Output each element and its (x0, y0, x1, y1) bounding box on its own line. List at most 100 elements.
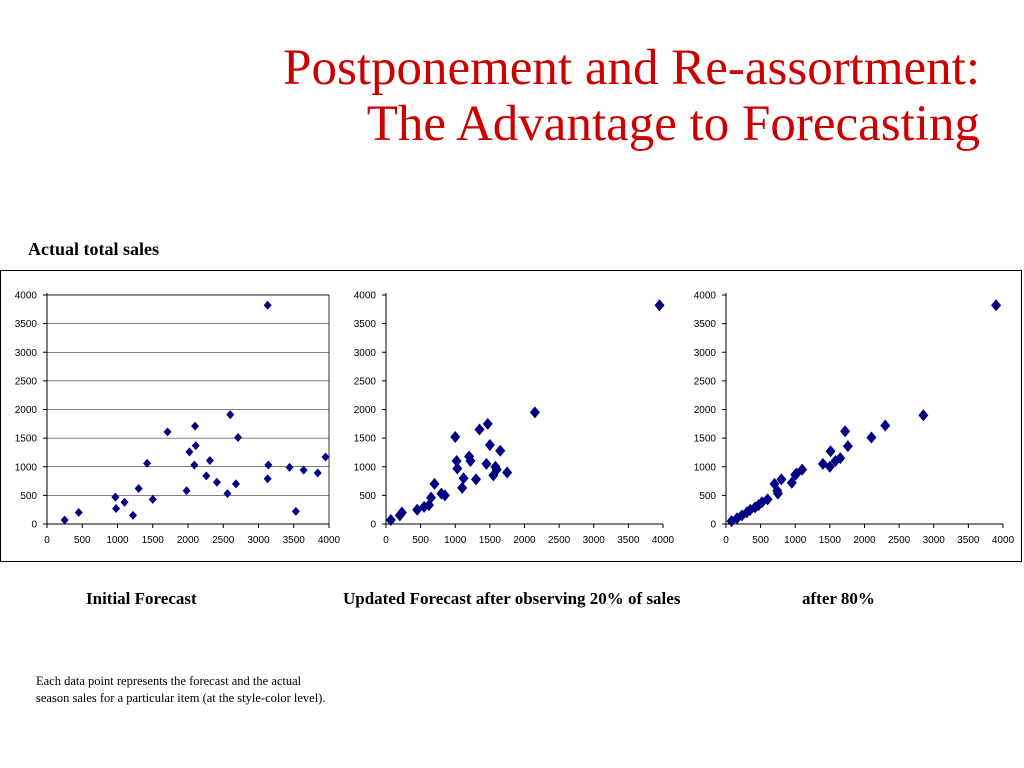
x-tick-label-0: 0 (383, 535, 389, 546)
footnote-line-1: Each data point represents the forecast … (36, 674, 302, 688)
data-point-24 (264, 460, 273, 470)
x-tick-label-7: 3500 (957, 535, 980, 546)
data-point-11 (772, 487, 783, 500)
data-point-7 (429, 477, 440, 490)
y-tick-label-0: 0 (710, 520, 716, 531)
data-point-21 (484, 438, 495, 451)
x-tick-label-3: 1500 (479, 535, 502, 546)
data-point-6 (753, 499, 764, 512)
data-point-27 (991, 299, 1002, 312)
x-tick-label-4: 2000 (177, 535, 200, 546)
data-point-2 (396, 506, 407, 519)
data-point-28 (313, 468, 322, 478)
data-point-22 (840, 425, 851, 438)
data-point-27 (529, 406, 540, 419)
data-point-0 (385, 513, 396, 526)
data-point-16 (797, 463, 808, 476)
data-point-20 (231, 479, 240, 489)
data-point-22 (263, 300, 272, 310)
x-tick-label-2: 1000 (106, 535, 129, 546)
charts-frame: 0 500 1000 1500 2000 2500 3000 3500 4000 0 500 1000… (0, 270, 1022, 562)
data-point-15 (202, 471, 211, 481)
footnote: Each data point represents the forecast … (36, 673, 396, 707)
data-point-8 (148, 494, 157, 504)
data-point-7 (143, 458, 152, 468)
data-point-0 (60, 515, 69, 525)
x-tick-label-1: 500 (752, 535, 769, 546)
data-point-9 (163, 427, 172, 437)
caption-initial-forecast: Initial Forecast (86, 589, 197, 608)
y-tick-label-5: 2500 (694, 376, 717, 387)
data-point-26 (291, 506, 300, 516)
data-point-12 (776, 473, 787, 486)
x-tick-label-2: 1000 (444, 535, 467, 546)
x-tick-label-8: 4000 (652, 535, 675, 546)
title-line-2: The Advantage to Forecasting (366, 96, 980, 153)
x-tick-label-3: 1500 (142, 535, 165, 546)
caption-updated-forecast-20: Updated Forecast after observing 20% of … (343, 589, 681, 608)
x-tick-label-6: 3000 (583, 535, 606, 546)
data-point-10 (450, 430, 461, 443)
scatter-chart-1: 0 500 1000 1500 2000 2500 3000 3500 4000 0 500 1000… (15, 291, 341, 547)
data-point-2 (111, 492, 120, 502)
footnote-line-2: season sales for a particular item (at t… (36, 690, 326, 705)
data-point-13 (786, 476, 797, 489)
x-tick-label-1: 500 (74, 535, 91, 546)
data-point-21 (234, 433, 243, 443)
y-tick-label-8: 4000 (354, 291, 377, 302)
y-tick-label-5: 2500 (15, 376, 38, 387)
y-tick-label-4: 2000 (15, 405, 38, 416)
y-tick-label-0: 0 (31, 520, 37, 531)
data-point-1 (74, 508, 83, 518)
data-point-13 (457, 481, 468, 494)
data-point-18 (474, 423, 485, 436)
x-tick-label-7: 3500 (617, 535, 640, 546)
data-point-23 (263, 474, 272, 484)
data-point-13 (191, 421, 200, 431)
data-point-26 (918, 409, 929, 422)
y-tick-label-7: 3500 (15, 319, 38, 330)
data-point-19 (825, 445, 836, 458)
data-point-26 (502, 466, 513, 479)
y-tick-label-4: 2000 (694, 405, 717, 416)
data-point-3 (112, 504, 121, 514)
x-tick-label-6: 3000 (923, 535, 946, 546)
data-point-16 (465, 455, 476, 468)
y-tick-label-3: 1500 (15, 434, 38, 445)
y-tick-label-6: 3000 (15, 348, 38, 359)
x-tick-label-8: 4000 (992, 535, 1015, 546)
charts-svg: 0 500 1000 1500 2000 2500 3000 3500 4000 0 500 1000… (15, 291, 1015, 547)
y-tick-label-2: 1000 (15, 462, 38, 473)
data-point-19 (481, 457, 492, 470)
x-tick-label-4: 2000 (513, 535, 536, 546)
data-point-19 (226, 410, 235, 420)
y-tick-label-5: 2500 (354, 376, 377, 387)
caption-after-80: after 80% (802, 589, 875, 608)
data-point-17 (471, 473, 482, 486)
scatter-chart-2: 0 500 1000 1500 2000 2500 3000 3500 4000 0 500 1000… (354, 291, 675, 547)
data-point-17 (817, 457, 828, 470)
data-point-11 (185, 447, 194, 457)
data-point-29 (321, 452, 330, 462)
data-point-5 (423, 499, 434, 512)
x-tick-label-7: 3500 (283, 535, 306, 546)
y-tick-label-1: 500 (359, 491, 376, 502)
data-point-14 (458, 472, 469, 485)
x-tick-label-0: 0 (44, 535, 50, 546)
title-line-1: Postponement and Re-assortment: (283, 40, 980, 96)
x-tick-label-5: 2500 (212, 535, 235, 546)
scatter-chart-3: 0 500 1000 1500 2000 2500 3000 3500 4000 0 500 1000… (694, 291, 1015, 547)
y-tick-label-0: 0 (370, 520, 376, 531)
data-point-24 (491, 463, 502, 476)
data-point-5 (129, 510, 138, 520)
y-tick-label-1: 500 (699, 491, 716, 502)
y-tick-label-8: 4000 (694, 291, 717, 302)
y-tick-label-7: 3500 (354, 319, 377, 330)
data-point-25 (495, 444, 506, 457)
y-tick-label-7: 3500 (694, 319, 717, 330)
y-tick-label-1: 500 (20, 491, 37, 502)
x-tick-label-0: 0 (723, 535, 729, 546)
data-point-16 (205, 455, 214, 465)
y-tick-label-2: 1000 (354, 462, 377, 473)
data-point-12 (452, 462, 463, 475)
